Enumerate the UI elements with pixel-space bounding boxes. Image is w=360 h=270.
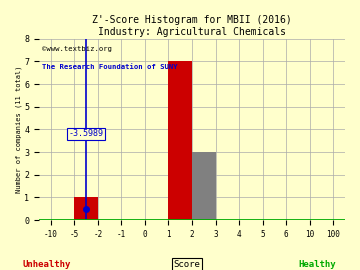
Text: Score: Score [174, 260, 201, 269]
Text: Healthy: Healthy [298, 260, 336, 269]
Bar [168, 62, 192, 220]
Text: The Research Foundation of SUNY: The Research Foundation of SUNY [42, 64, 178, 70]
Text: ©www.textbiz.org: ©www.textbiz.org [42, 46, 112, 52]
Text: Unhealthy: Unhealthy [23, 260, 71, 269]
Y-axis label: Number of companies (11 total): Number of companies (11 total) [15, 66, 22, 193]
Text: -3.5989: -3.5989 [68, 129, 104, 139]
Bar [192, 152, 216, 220]
Bar [74, 197, 98, 220]
Title: Z'-Score Histogram for MBII (2016)
Industry: Agricultural Chemicals: Z'-Score Histogram for MBII (2016) Indus… [92, 15, 292, 37]
